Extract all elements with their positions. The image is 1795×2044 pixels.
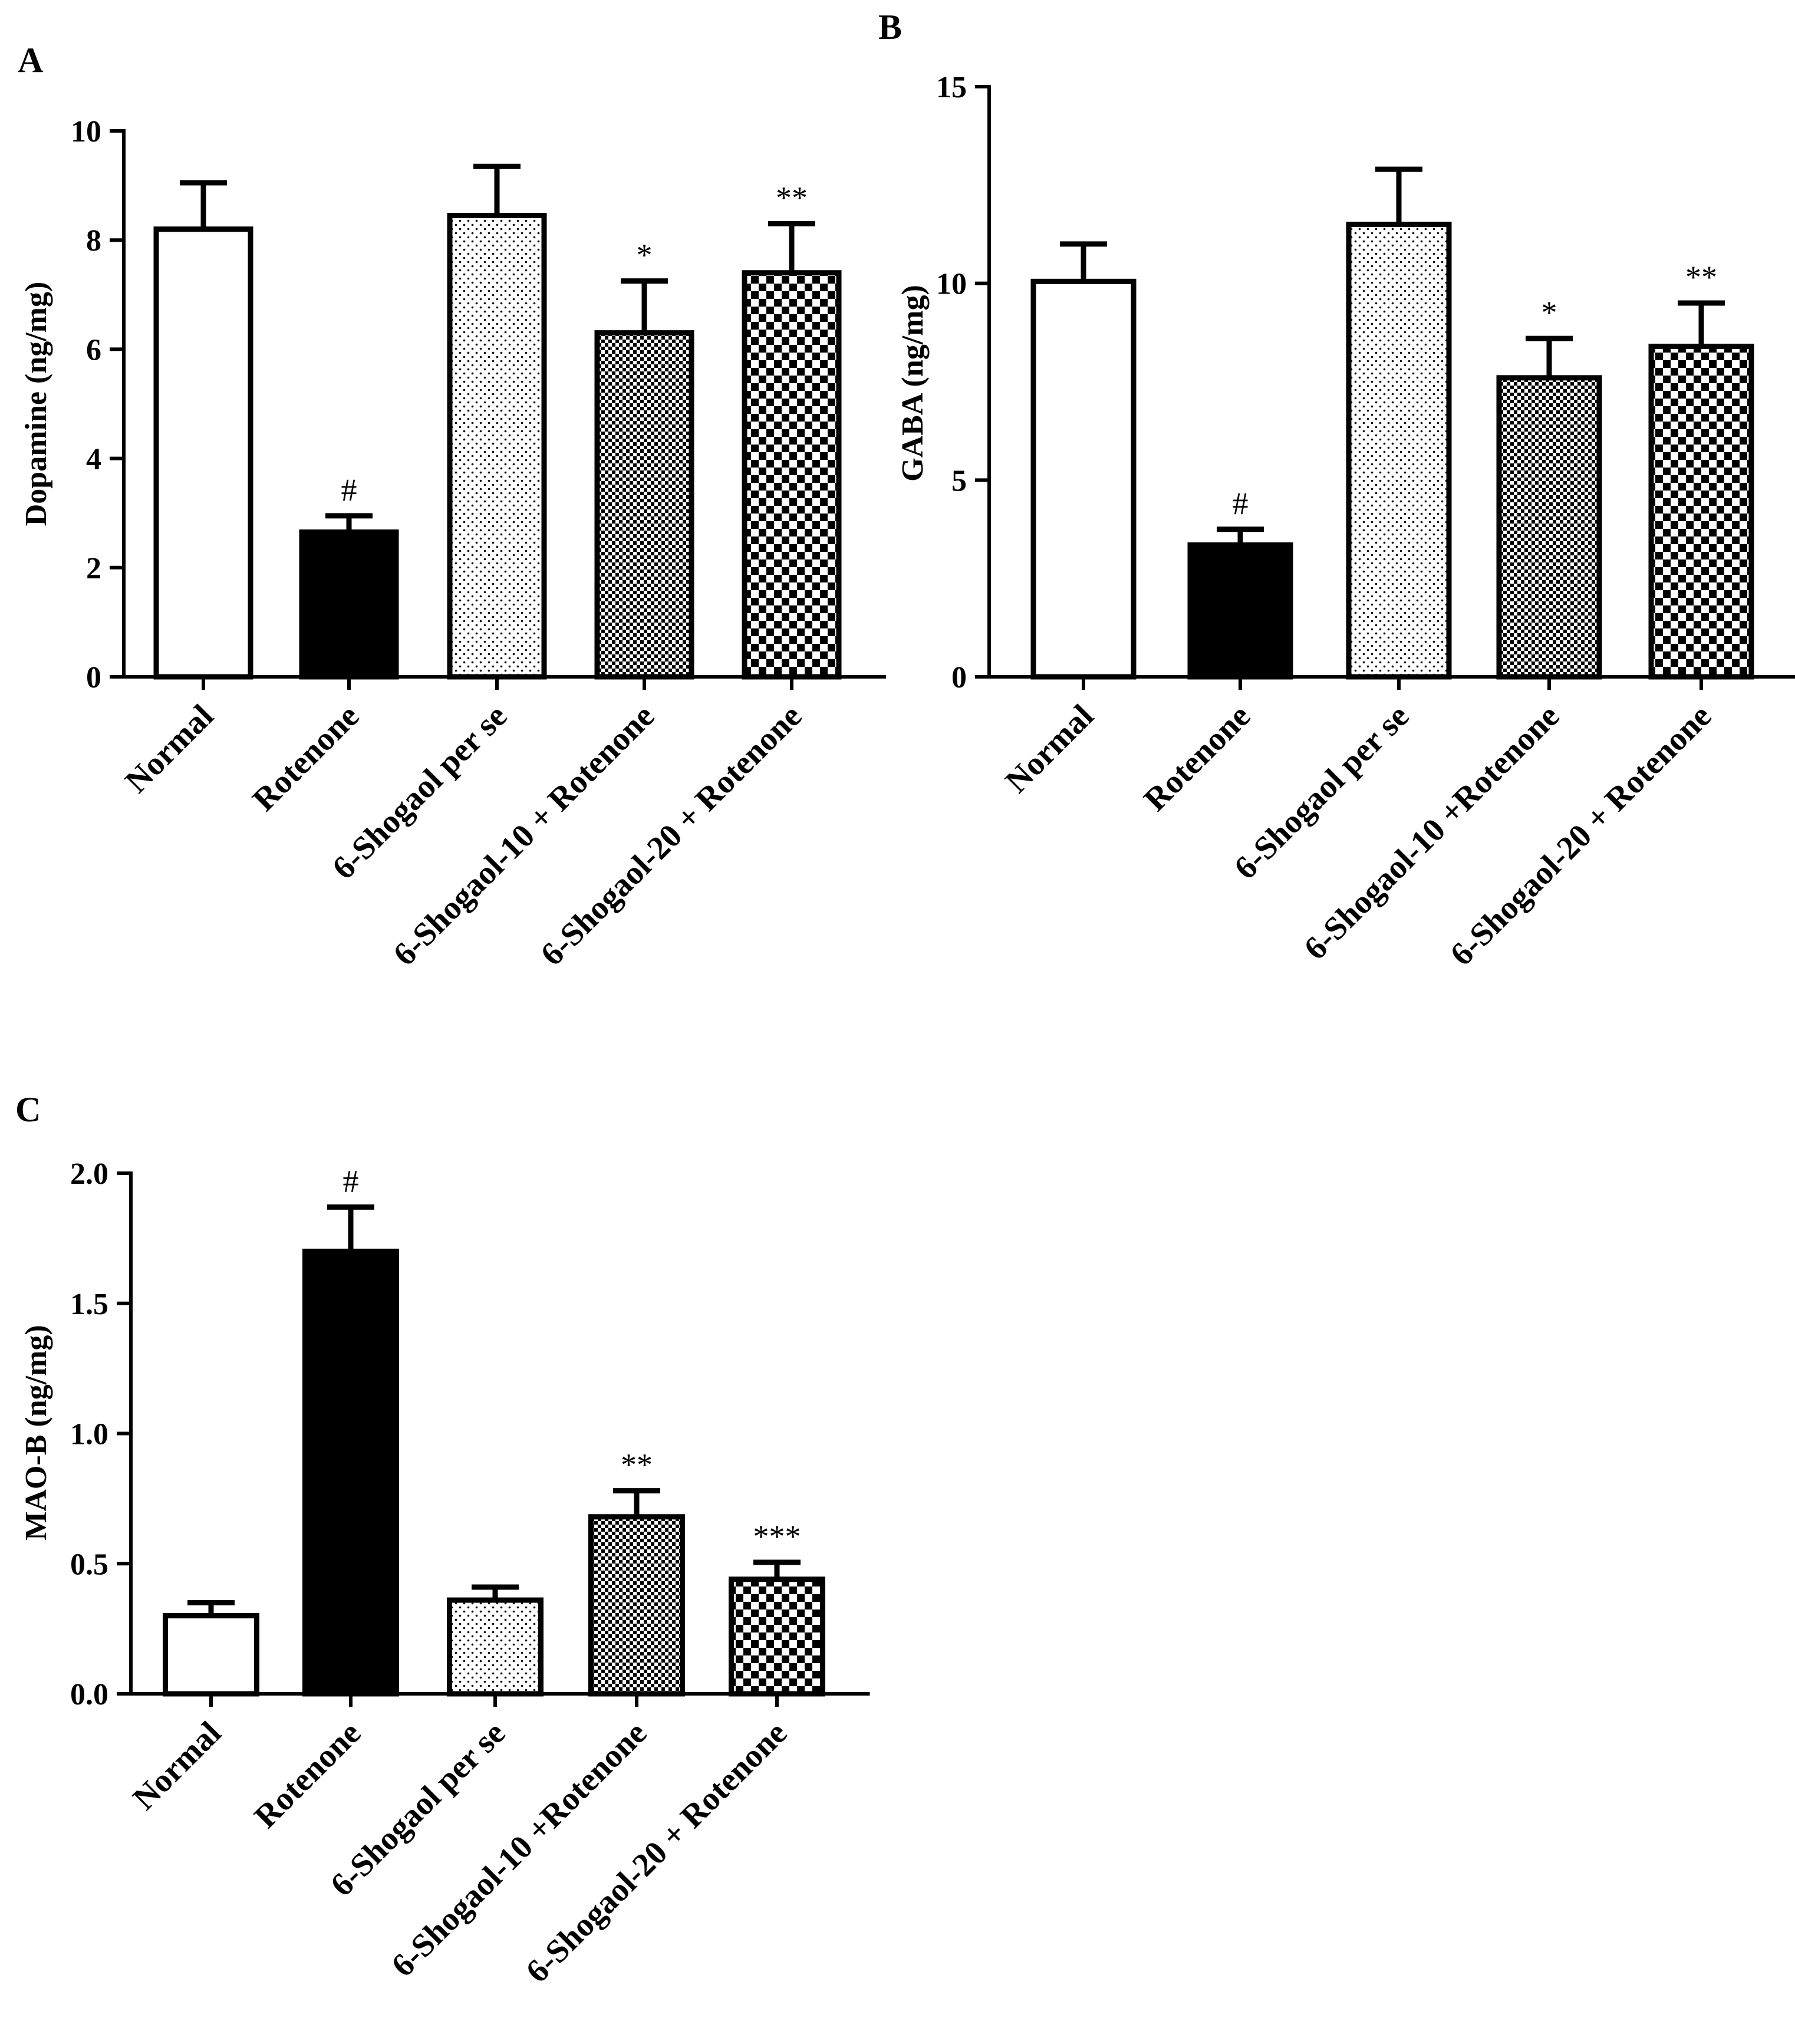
y-tick-label-b-0: 0	[951, 661, 967, 695]
category-label-a-4: 6-Shogaol-20 + Rotenone	[533, 697, 809, 973]
y-tick-label-a-4: 8	[86, 224, 101, 258]
y-tick-label-a-3: 6	[86, 333, 101, 367]
y-tick-label-c-0: 0.0	[70, 1678, 108, 1711]
category-label-b-0: Normal	[999, 697, 1101, 800]
y-tick-label-a-5: 10	[71, 115, 101, 149]
bar-a-0	[153, 226, 253, 680]
bar-c-2	[447, 1597, 544, 1697]
bar-a-2	[447, 213, 547, 680]
panel-letter-a: A	[18, 41, 43, 80]
y-axis-title-c: MAO-B (ng/mg)	[19, 1325, 53, 1540]
category-label-a-1: Rotenone	[246, 697, 366, 818]
y-axis-title-a: Dopamine (ng/mg)	[19, 282, 53, 526]
panel-letter-b: B	[878, 8, 902, 47]
significance-mark-c-3: **	[621, 1447, 653, 1483]
y-tick-label-a-1: 2	[86, 552, 101, 585]
significance-mark-c-1: #	[343, 1163, 359, 1199]
panel-b: B GABA (ng/mg) Normal#Rotenone6-Shogaol …	[878, 8, 1795, 973]
category-label-a-0: Normal	[118, 697, 221, 800]
bar-b-4	[1648, 343, 1754, 680]
bar-a-4	[742, 270, 842, 680]
category-label-a-3: 6-Shogaol-10 + Rotenone	[386, 697, 661, 973]
y-tick-label-c-3: 1.5	[70, 1288, 108, 1321]
significance-mark-a-3: *	[637, 238, 653, 273]
significance-mark-a-4: **	[776, 180, 808, 215]
y-tick-label-b-1: 5	[951, 464, 967, 498]
bar-c-4	[729, 1576, 825, 1697]
y-tick-label-a-0: 0	[86, 661, 101, 695]
category-label-c-4: 6-Shogaol-20 + Rotenone	[519, 1714, 794, 1990]
y-tick-label-b-2: 10	[936, 268, 967, 301]
bar-c-3	[588, 1514, 685, 1697]
y-tick-label-a-2: 4	[86, 443, 101, 476]
bar-b-0	[1030, 278, 1137, 680]
y-axis-title-b: GABA (ng/mg)	[896, 285, 930, 482]
significance-mark-b-1: #	[1233, 486, 1249, 521]
panel-letter-c: C	[15, 1090, 41, 1129]
y-tick-label-c-4: 2.0	[70, 1157, 108, 1191]
bar-a-1	[299, 529, 399, 680]
category-label-c-1: Rotenone	[248, 1714, 368, 1835]
significance-mark-c-4: ***	[753, 1519, 801, 1554]
significance-mark-a-1: #	[341, 472, 357, 508]
category-label-c-0: Normal	[126, 1714, 229, 1817]
significance-mark-b-4: **	[1685, 259, 1717, 295]
bar-b-2	[1346, 222, 1452, 680]
category-label-b-4: 6-Shogaol-20 + Rotenone	[1443, 697, 1718, 973]
y-tick-label-b-3: 15	[936, 71, 967, 104]
significance-mark-b-3: *	[1542, 295, 1557, 330]
bar-c-0	[163, 1613, 259, 1697]
bar-c-1	[302, 1248, 399, 1697]
bar-b-1	[1187, 542, 1293, 680]
category-label-b-1: Rotenone	[1137, 697, 1257, 818]
panel-c: C MAO-B (ng/mg) Normal#Rotenone6-Shogaol…	[15, 1090, 870, 1990]
bar-a-3	[594, 330, 694, 680]
bar-b-3	[1496, 375, 1602, 680]
panel-a: A Dopamine (ng/mg) Normal#Rotenone6-Shog…	[18, 41, 886, 973]
y-tick-label-c-2: 1.0	[70, 1418, 108, 1451]
category-label-c-3: 6-Shogaol-10 +Rotenone	[384, 1714, 654, 1984]
y-tick-label-c-1: 0.5	[70, 1548, 108, 1581]
category-label-b-3: 6-Shogaol-10 +Rotenone	[1297, 697, 1566, 967]
